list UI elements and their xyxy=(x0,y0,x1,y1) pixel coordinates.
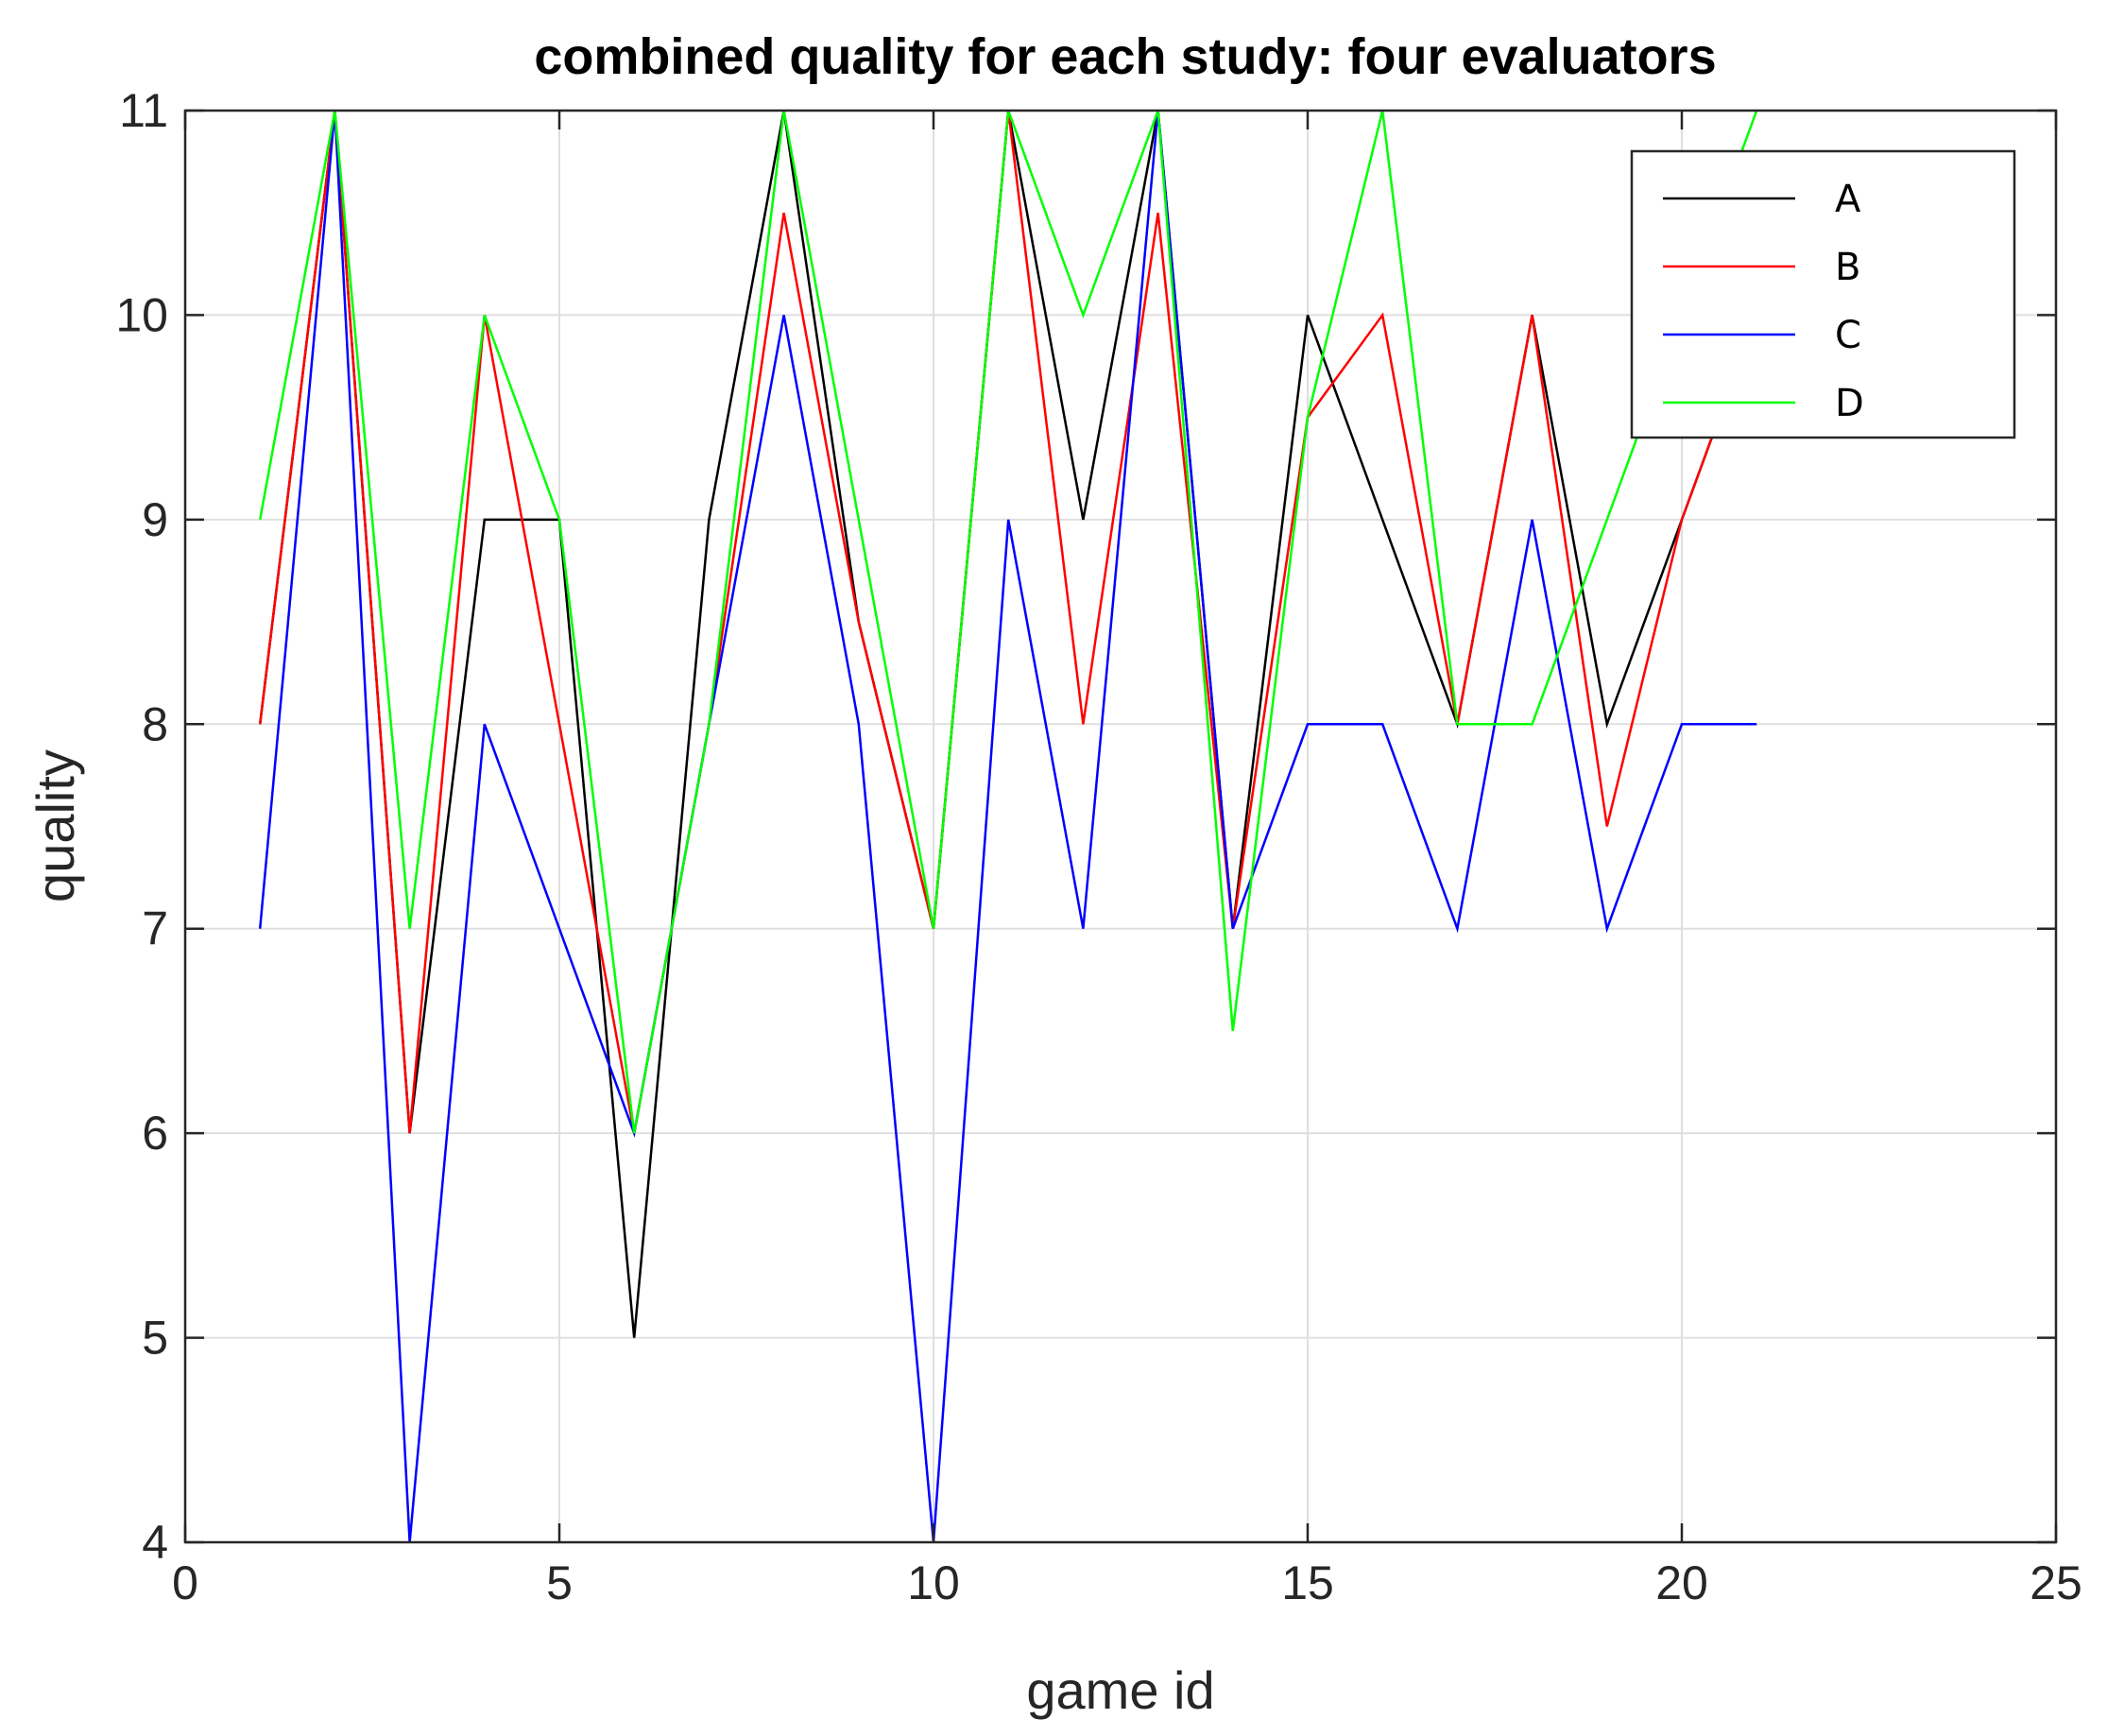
x-tick-label: 5 xyxy=(546,1556,573,1609)
y-tick-label: 4 xyxy=(142,1516,168,1569)
x-tick-label: 0 xyxy=(172,1556,198,1609)
x-tick-label: 25 xyxy=(2030,1556,2082,1609)
legend-label-b: B xyxy=(1835,246,1860,289)
y-tick-label: 8 xyxy=(142,697,168,750)
legend-box xyxy=(1630,149,2016,439)
y-tick-label: 11 xyxy=(119,84,168,137)
y-tick-label: 10 xyxy=(115,288,168,341)
legend-label-a: A xyxy=(1835,178,1861,221)
legend-label-c: C xyxy=(1835,314,1861,357)
axis-ticks xyxy=(183,109,2058,1544)
y-tick-label: 6 xyxy=(142,1107,168,1160)
plot-area-frame xyxy=(183,109,2058,1544)
y-tick-label: 5 xyxy=(142,1312,168,1365)
x-tick-label: 15 xyxy=(1281,1556,1334,1609)
x-tick-label: 10 xyxy=(907,1556,960,1609)
x-tick-labels: 0 5 10 15 20 25 xyxy=(172,1556,2082,1609)
y-tick-label: 9 xyxy=(142,493,168,546)
y-axis-label: quality xyxy=(26,749,85,902)
x-tick-label: 20 xyxy=(1655,1556,1708,1609)
series-line-c xyxy=(258,110,1757,1543)
x-axis-label: game id xyxy=(1026,1660,1214,1720)
chart-title: combined quality for each study: four ev… xyxy=(534,28,1716,85)
y-tick-labels: 4 5 6 7 8 9 10 11 xyxy=(115,84,168,1569)
y-tick-label: 7 xyxy=(142,902,168,955)
legend-label-d: D xyxy=(1835,382,1864,425)
